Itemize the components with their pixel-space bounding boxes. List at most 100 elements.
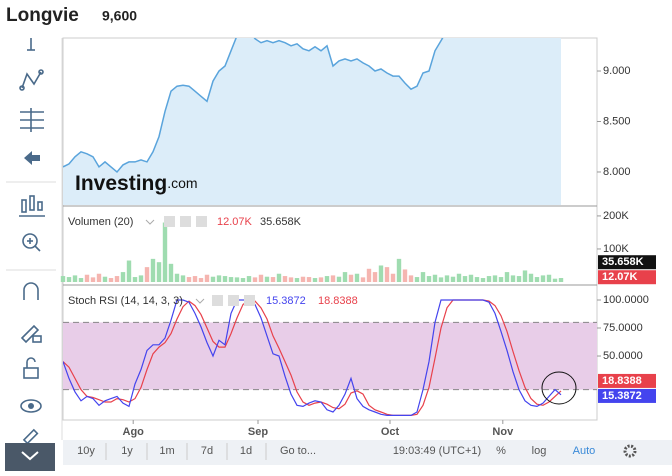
volume-bar bbox=[462, 276, 468, 282]
volume-bar bbox=[480, 278, 486, 282]
instrument-price: 9,600 bbox=[102, 8, 137, 24]
volume-bar bbox=[144, 267, 150, 282]
volume-bar bbox=[456, 273, 462, 282]
stoch-k-legend: 15.3872 bbox=[266, 295, 306, 307]
volume-bar bbox=[414, 277, 420, 282]
volume-bar bbox=[540, 275, 546, 282]
volume-bar bbox=[360, 277, 366, 282]
y-tick-label: 9.000 bbox=[603, 65, 631, 77]
volume-bar bbox=[342, 272, 348, 282]
volume-bar bbox=[66, 277, 72, 282]
y-tick-label: 8.000 bbox=[603, 166, 631, 178]
volume-plot bbox=[60, 222, 564, 282]
volume-bar bbox=[72, 275, 78, 282]
tool-link[interactable] bbox=[22, 428, 39, 445]
tool-pattern[interactable] bbox=[19, 69, 44, 91]
volume-ma: 35.658K bbox=[260, 216, 302, 228]
volume-bar bbox=[522, 270, 528, 282]
volume-bar bbox=[240, 278, 246, 282]
volume-bar bbox=[174, 273, 180, 282]
volume-bar bbox=[384, 267, 390, 282]
x-tick-label: Oct bbox=[381, 426, 400, 438]
volume-bar bbox=[498, 277, 504, 282]
y-tick-label: 50.0000 bbox=[603, 350, 643, 362]
value-tag bbox=[598, 388, 656, 403]
tool-fib[interactable] bbox=[20, 108, 44, 132]
value-tag-label: 35.658K bbox=[602, 256, 644, 268]
settings-gear[interactable] bbox=[623, 444, 637, 458]
volume-bar bbox=[444, 275, 450, 282]
value-tag-label: 12.07K bbox=[602, 271, 638, 283]
y-tick-label: 8.500 bbox=[603, 115, 631, 127]
volume-bar bbox=[534, 277, 540, 282]
y-tick-label: 100K bbox=[603, 243, 629, 255]
range-button[interactable]: 1m bbox=[159, 445, 174, 457]
tool-zoom[interactable] bbox=[22, 233, 41, 252]
volume-bar bbox=[246, 276, 252, 282]
range-button[interactable]: 1d bbox=[240, 445, 252, 457]
volume-bar bbox=[216, 275, 222, 282]
scale-option[interactable]: % bbox=[496, 445, 506, 457]
volume-bar bbox=[138, 275, 144, 282]
volume-bar bbox=[450, 276, 456, 282]
volume-bar bbox=[420, 272, 426, 282]
drawn-circle bbox=[541, 371, 577, 405]
volume-bar bbox=[114, 276, 120, 282]
range-button[interactable]: Go to... bbox=[280, 445, 316, 457]
volume-bar bbox=[84, 274, 90, 282]
volume-bar bbox=[78, 278, 84, 282]
volume-bar bbox=[204, 274, 210, 282]
tool-cursor[interactable] bbox=[27, 38, 35, 51]
volume-bar bbox=[372, 272, 378, 282]
value-tag bbox=[598, 373, 656, 388]
x-tick-label: Ago bbox=[123, 426, 145, 438]
volume-bar bbox=[258, 274, 264, 282]
price-plot bbox=[63, 38, 561, 205]
volume-bar bbox=[276, 273, 282, 282]
value-tag bbox=[598, 255, 656, 270]
volume-bar bbox=[354, 273, 360, 282]
toolbar bbox=[6, 38, 63, 445]
value-tag-label: 15.3872 bbox=[602, 390, 642, 402]
range-button[interactable]: 10y bbox=[77, 445, 95, 457]
volume-bar bbox=[324, 276, 330, 282]
tool-lock[interactable] bbox=[23, 357, 39, 379]
volume-bar bbox=[366, 268, 372, 282]
volume-bar bbox=[504, 272, 510, 282]
volume-bar bbox=[168, 263, 174, 282]
volume-bar bbox=[192, 276, 198, 282]
scale-option[interactable]: Auto bbox=[573, 445, 596, 457]
range-button[interactable]: 7d bbox=[201, 445, 213, 457]
legend-icons[interactable] bbox=[145, 216, 207, 227]
volume-legend: Volumen (20) bbox=[68, 216, 133, 228]
scale-option[interactable]: log bbox=[532, 445, 547, 457]
tool-back[interactable] bbox=[24, 151, 40, 165]
volume-bar bbox=[510, 275, 516, 282]
collapse-button[interactable] bbox=[5, 443, 55, 471]
volume-bar bbox=[126, 260, 132, 282]
tool-candles[interactable] bbox=[19, 195, 45, 217]
legend-icons[interactable] bbox=[195, 295, 255, 306]
volume-bar bbox=[516, 276, 522, 282]
watermark-suffix: .com bbox=[167, 175, 197, 191]
tool-lock-draw[interactable] bbox=[20, 324, 42, 344]
tool-magnet[interactable] bbox=[23, 282, 39, 300]
volume-bar bbox=[228, 277, 234, 282]
stoch-plot bbox=[63, 299, 597, 416]
y-tick-label: 200K bbox=[603, 210, 629, 222]
x-tick-label: Nov bbox=[492, 426, 514, 438]
range-button[interactable]: 1y bbox=[121, 445, 133, 457]
volume-bar bbox=[558, 278, 564, 282]
volume-bar bbox=[120, 272, 126, 282]
volume-bar bbox=[150, 258, 156, 282]
clock: 19:03:49 (UTC+1) bbox=[393, 445, 481, 457]
volume-bar bbox=[60, 276, 66, 282]
watermark: Investing.com bbox=[75, 172, 198, 195]
volume-bar bbox=[90, 277, 96, 282]
volume-bar bbox=[402, 269, 408, 282]
volume-bar bbox=[102, 276, 108, 282]
volume-bar bbox=[330, 275, 336, 282]
bottom-controls: 10y 1y 1m 7d 1d Go to... 19:03:49 (UTC+1)% log A… bbox=[77, 443, 595, 460]
tool-visibility[interactable] bbox=[20, 399, 42, 413]
